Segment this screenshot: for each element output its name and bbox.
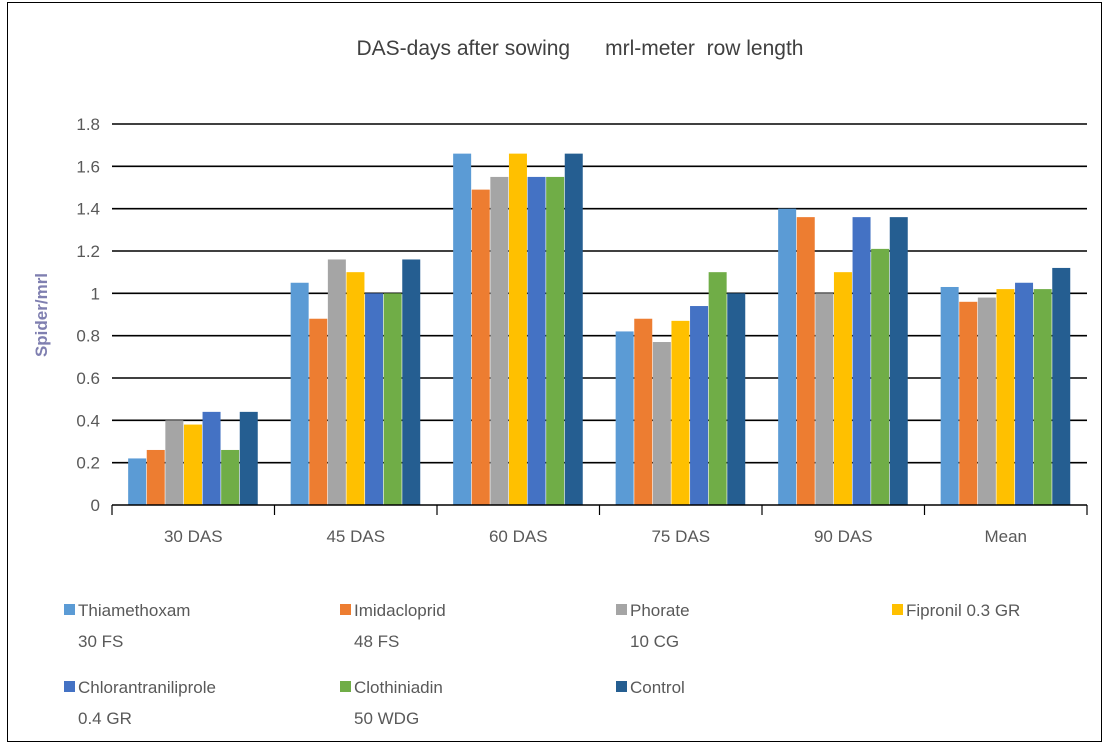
y-tick-label: 1 [91, 284, 100, 303]
bar [852, 217, 871, 505]
bar [889, 217, 908, 505]
legend-label: Thiamethoxam [78, 601, 190, 620]
y-tick-label: 1.4 [76, 200, 100, 219]
x-tick-label: 60 DAS [489, 527, 548, 546]
legend-label: Fipronil 0.3 GR [906, 601, 1020, 620]
bar [1033, 289, 1052, 505]
bar [365, 293, 384, 505]
bar [128, 458, 147, 505]
chart-frame [7, 2, 1102, 742]
legend-label: 10 CG [630, 632, 679, 651]
bar [202, 411, 221, 505]
bar [815, 293, 834, 505]
y-tick-label: 0 [91, 496, 100, 515]
bar [1015, 282, 1034, 505]
bar [508, 153, 527, 505]
bar [146, 449, 165, 505]
x-tick-label: 45 DAS [326, 527, 385, 546]
gridlines: 0 0.2 0.4 0.6 0.8 1 1.2 1.4 1.6 1.8 [76, 115, 1087, 515]
bar [546, 176, 565, 505]
bar [996, 289, 1015, 505]
bar [309, 318, 328, 505]
legend-swatch [340, 681, 351, 692]
x-tick-label: Mean [984, 527, 1027, 546]
x-tick-label: 30 DAS [164, 527, 223, 546]
bar [652, 342, 671, 505]
bar [1052, 267, 1071, 505]
bar [383, 293, 402, 505]
legend-swatch [340, 604, 351, 615]
bar [871, 248, 890, 505]
bar [690, 306, 709, 505]
bar [634, 318, 653, 505]
y-tick-label: 1.8 [76, 115, 100, 134]
legend-label: Chlorantraniliprole [78, 678, 216, 697]
bar [708, 272, 727, 505]
legend-label: 30 FS [78, 632, 123, 651]
legend-swatch [892, 604, 903, 615]
x-tick-label: 90 DAS [814, 527, 873, 546]
legend-label: Control [630, 678, 685, 697]
bar [183, 424, 202, 505]
y-tick-label: 0.4 [76, 411, 100, 430]
bar [290, 282, 309, 505]
x-tick-label: 75 DAS [651, 527, 710, 546]
legend-label: Clothiniadin [354, 678, 443, 697]
y-tick-label: 1.6 [76, 157, 100, 176]
bar [615, 331, 634, 505]
bar [940, 286, 959, 505]
legend-swatch [64, 604, 75, 615]
legend: Thiamethoxam 30 FS Imidacloprid 48 FS Phorat… [64, 601, 1020, 728]
legend-label: Phorate [630, 601, 690, 620]
y-tick-label: 0.2 [76, 454, 100, 473]
bar [221, 449, 240, 505]
bar [671, 320, 690, 505]
bar [796, 217, 815, 505]
bar [346, 272, 365, 505]
bar [727, 293, 746, 505]
y-tick-label: 0.8 [76, 327, 100, 346]
bar [778, 208, 797, 505]
y-axis-label: Spider/mrl [32, 273, 51, 357]
bar [490, 176, 509, 505]
bar [402, 259, 421, 505]
bar [453, 153, 472, 505]
y-tick-label: 0.6 [76, 369, 100, 388]
legend-label: Imidacloprid [354, 601, 446, 620]
legend-swatch [64, 681, 75, 692]
legend-label: 0.4 GR [78, 709, 132, 728]
legend-swatch [616, 681, 627, 692]
bar [959, 301, 978, 505]
legend-label: 48 FS [354, 632, 399, 651]
bar [977, 297, 996, 505]
bar [327, 259, 346, 505]
bar [165, 420, 184, 505]
bar [527, 176, 546, 505]
legend-swatch [616, 604, 627, 615]
bars [128, 153, 1071, 505]
bar [239, 411, 258, 505]
axes: 30 DAS 45 DAS 60 DAS 75 DAS 90 DAS Mean [111, 504, 1088, 546]
y-tick-label: 1.2 [76, 242, 100, 261]
bar [471, 189, 490, 505]
legend-label: 50 WDG [354, 709, 419, 728]
bar [833, 272, 852, 505]
bar [564, 153, 583, 505]
chart-title: DAS-days after sowing mrl-meter row leng… [357, 37, 804, 60]
